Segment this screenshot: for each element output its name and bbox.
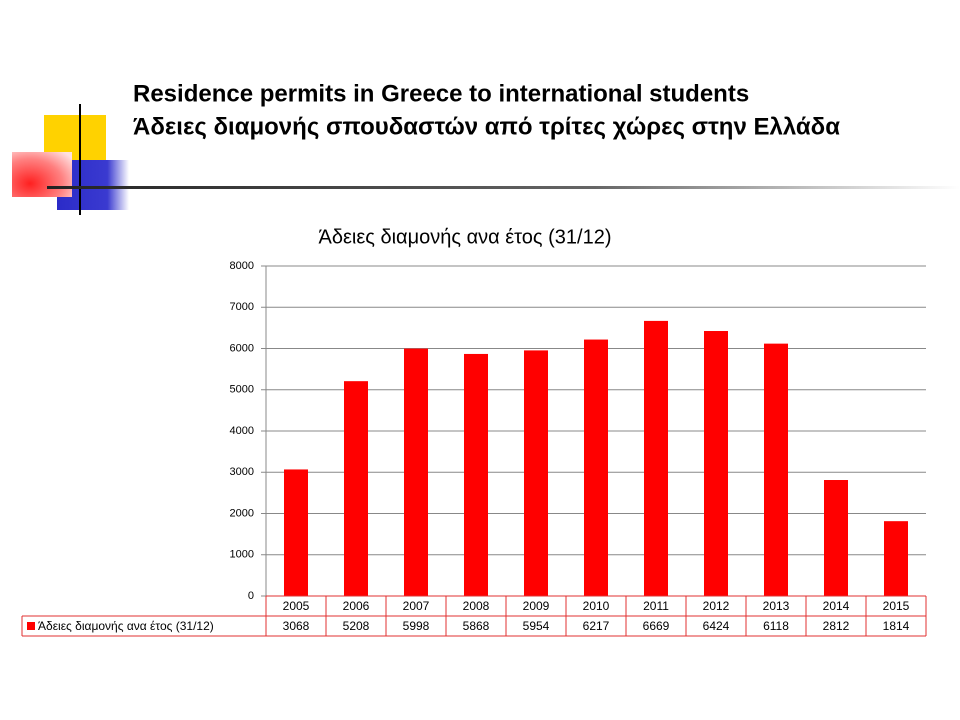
y-tick-label: 7000 — [230, 301, 254, 313]
x-tick-label: 2013 — [763, 599, 790, 613]
y-tick-label: 6000 — [230, 342, 254, 354]
y-tick-label: 3000 — [230, 466, 254, 478]
x-tick-label: 2009 — [523, 599, 550, 613]
deco-red — [12, 152, 72, 197]
x-tick-label: 2007 — [403, 599, 430, 613]
bar — [584, 339, 608, 596]
bar — [404, 348, 428, 596]
x-tick-label: 2005 — [283, 599, 310, 613]
y-tick-label: 0 — [248, 590, 254, 602]
table-value: 6424 — [703, 619, 730, 633]
y-tick-label: 4000 — [230, 425, 254, 437]
y-tick-label: 1000 — [230, 549, 254, 561]
slide-subtitle: Άδειες διαμονής σπουδαστών από τρίτες χώ… — [133, 113, 840, 140]
bar — [284, 469, 308, 596]
slide-title: Residence permits in Greece to internati… — [133, 80, 749, 107]
y-tick-label: 5000 — [230, 384, 254, 396]
table-value: 6669 — [643, 619, 670, 633]
table-value: 5954 — [523, 619, 550, 633]
chart-title: Άδειες διαμονής ανα έτος (31/12) — [319, 226, 612, 248]
bar — [764, 343, 788, 596]
y-tick-label: 8000 — [230, 260, 254, 272]
bar — [464, 353, 488, 596]
x-tick-label: 2015 — [883, 599, 910, 613]
legend-swatch — [27, 622, 35, 630]
x-tick-label: 2014 — [823, 599, 850, 613]
table-value: 5998 — [403, 619, 430, 633]
x-tick-label: 2010 — [583, 599, 610, 613]
table-value: 1814 — [883, 619, 910, 633]
x-tick-label: 2012 — [703, 599, 730, 613]
x-tick-label: 2011 — [643, 599, 669, 613]
bar — [824, 480, 848, 596]
legend-label: Άδειες διαμονής ανα έτος (31/12) — [38, 619, 214, 633]
table-value: 5868 — [463, 619, 490, 633]
bar — [704, 331, 728, 596]
table-value: 5208 — [343, 619, 370, 633]
table-value: 3068 — [283, 619, 310, 633]
bar — [344, 381, 368, 596]
deco-hline — [47, 186, 960, 189]
x-tick-label: 2008 — [463, 599, 490, 613]
bar — [884, 521, 908, 596]
table-value: 6217 — [583, 619, 610, 633]
y-tick-label: 2000 — [230, 507, 254, 519]
x-tick-label: 2006 — [343, 599, 370, 613]
table-value: 6118 — [763, 619, 789, 633]
bar — [524, 350, 548, 596]
table-value: 2812 — [823, 619, 850, 633]
bar — [644, 320, 668, 596]
